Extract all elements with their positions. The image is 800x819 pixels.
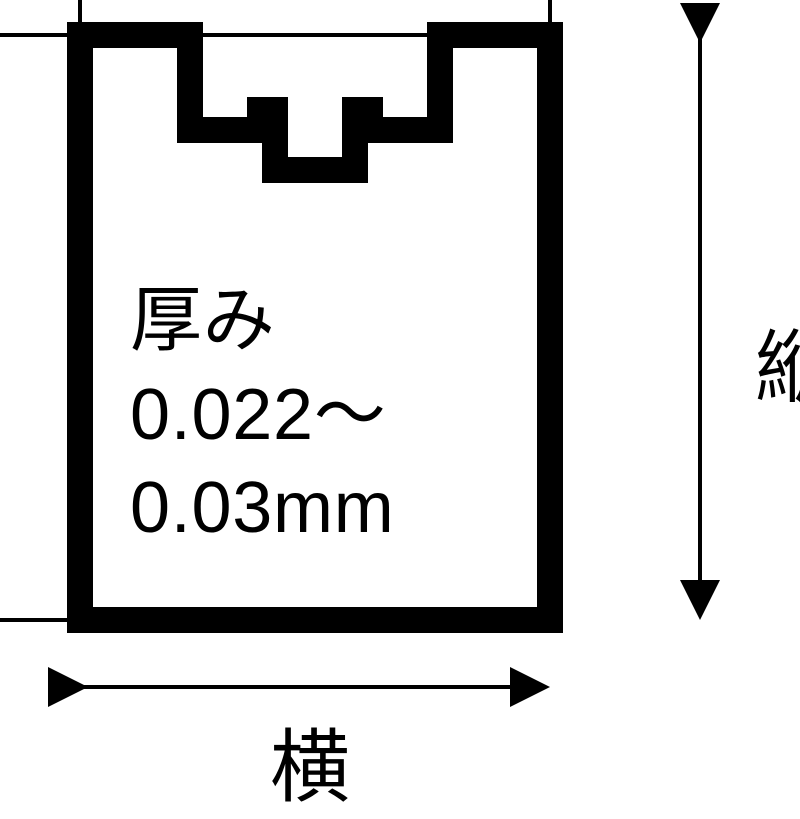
thickness-line1: 厚み [130, 281, 275, 361]
thickness-line2: 0.022～ [130, 375, 387, 455]
width-dimension-label: 横 [270, 703, 350, 819]
thickness-line3: 0.03mm [130, 468, 394, 548]
thickness-label: 厚み 0.022～ 0.03mm [130, 275, 510, 556]
height-dimension-label: 縦 [730, 325, 800, 405]
